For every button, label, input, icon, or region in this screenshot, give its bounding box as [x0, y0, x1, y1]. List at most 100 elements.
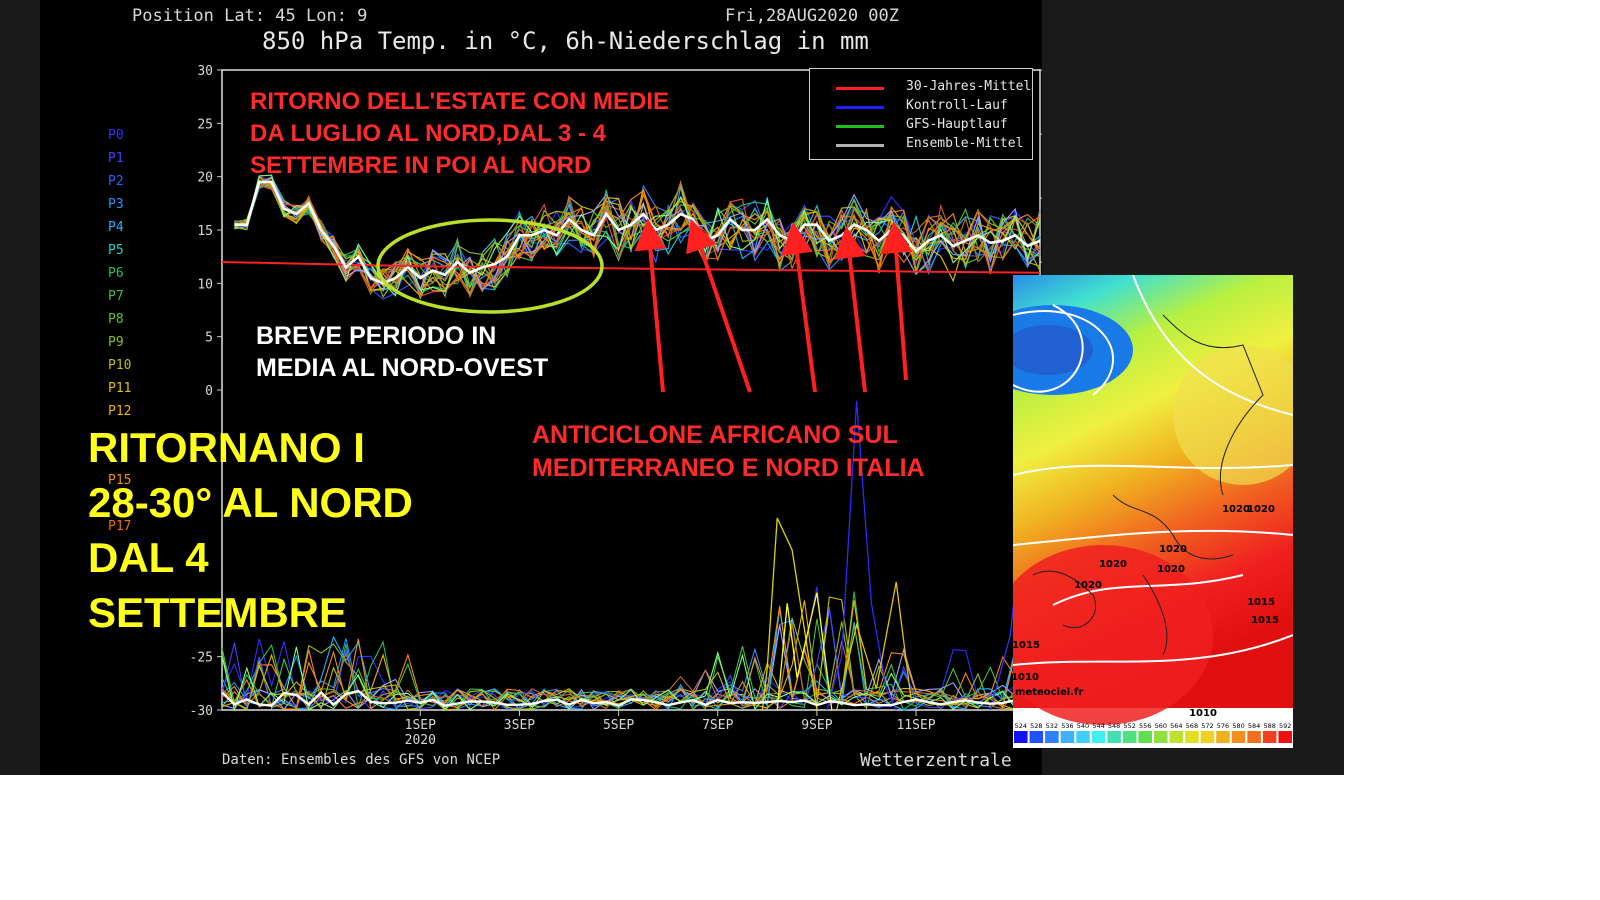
legend-label: Kontroll-Lauf	[906, 98, 1008, 113]
scale-label: 572	[1201, 722, 1213, 730]
legend-swatch	[836, 125, 884, 128]
x-tick-label: 11SEP	[896, 718, 935, 733]
scale-label: 580	[1232, 722, 1244, 730]
member-label: P2	[108, 174, 124, 189]
isobar-label: 1020	[1157, 564, 1185, 575]
scale-swatch	[1076, 731, 1090, 743]
isobar-label: 1020	[1074, 580, 1102, 591]
annotation-line: 28-30° AL NORD	[88, 479, 413, 526]
x-tick-label: 1SEP	[405, 718, 436, 733]
annotation-arrow	[634, 218, 667, 393]
coastline	[1032, 570, 1097, 629]
scale-label: 564	[1170, 722, 1182, 730]
isobar	[1012, 310, 1114, 396]
annotation-line: RITORNANO I	[88, 424, 365, 471]
run-date: Fri,28AUG2020 00Z	[725, 6, 899, 26]
coastline	[1112, 494, 1234, 560]
scale-swatch	[1138, 731, 1152, 743]
scale-label: 524	[1015, 722, 1027, 730]
precip-spike	[776, 592, 833, 711]
annotation-line: MEDITERRANEO E NORD ITALIA	[532, 454, 925, 482]
isobar-label: 1020	[1222, 504, 1250, 515]
y-tick-label: -25	[190, 651, 213, 666]
climatology-line	[221, 261, 1041, 274]
member-label: P3	[108, 197, 124, 212]
isobar-label: 1010	[1189, 708, 1217, 719]
y-tick-label: 10	[197, 277, 213, 292]
member-label: P9	[108, 335, 124, 350]
ensemble-member-line	[234, 177, 1041, 299]
scale-swatch	[1060, 731, 1075, 743]
legend-item: Kontroll-Lauf	[810, 98, 1032, 116]
chart-title: 850 hPa Temp. in °C, 6h-Niederschlag in …	[262, 27, 869, 55]
x-tick-label: 7SEP	[702, 718, 733, 733]
coastline	[1162, 314, 1264, 496]
scale-swatch	[1262, 731, 1277, 743]
y-tick-label: 20	[197, 171, 213, 186]
isobar	[1012, 634, 1294, 666]
annotation-line: ANTICICLONE AFRICANO SUL	[532, 421, 898, 449]
scale-label: 576	[1217, 722, 1229, 730]
scale-label: 544	[1092, 722, 1104, 730]
scale-swatch	[1185, 731, 1199, 743]
isobar	[1052, 574, 1244, 606]
y-tick-label: 0	[205, 384, 213, 399]
isobar-label: 1020	[1159, 544, 1187, 555]
scale-label: 528	[1030, 722, 1042, 730]
annotation-line: SETTEMBRE	[88, 589, 348, 636]
isobar	[1132, 274, 1294, 416]
map-graphic: 1020102010201020102010201015101510151010…	[973, 274, 1313, 743]
legend-swatch	[836, 106, 884, 109]
scale-swatch	[1154, 731, 1168, 743]
coastline	[1142, 574, 1168, 656]
scale-swatch	[1278, 731, 1292, 743]
scale-swatch	[1169, 731, 1184, 743]
legend-label: GFS-Hauptlauf	[906, 117, 1008, 132]
annotation-arrow	[880, 221, 913, 381]
x-tick-label: 5SEP	[603, 718, 634, 733]
isobar	[1012, 529, 1294, 546]
annotation-line: MEDIA AL NORD-OVEST	[256, 354, 549, 382]
member-label: P11	[108, 381, 132, 396]
member-label: P12	[108, 404, 132, 419]
scale-label: 584	[1248, 722, 1260, 730]
annotation-arrow	[686, 218, 752, 393]
member-label: P15	[108, 473, 132, 488]
annotation-temperatures: RITORNANO I 28-30° AL NORD DAL 4 SETTEMB…	[88, 420, 413, 640]
isobar	[1012, 464, 1294, 476]
precip-spike	[761, 517, 818, 711]
highlight-ellipse	[376, 218, 604, 314]
annotation-anticyclone: ANTICICLONE AFRICANO SUL MEDITERRANEO E …	[532, 419, 925, 485]
legend-swatch	[836, 87, 884, 90]
legend-swatch	[836, 144, 884, 147]
x-tick-label: 3SEP	[504, 718, 535, 733]
isobar-label: 1020	[1099, 559, 1127, 570]
position-readout: Position Lat: 45 Lon: 9	[132, 6, 368, 26]
scale-label: 532	[1046, 722, 1058, 730]
member-label: P0	[108, 128, 124, 143]
scale-label: 540	[1077, 722, 1089, 730]
scale-label: 536	[1061, 722, 1073, 730]
geopotential-map: 1020 1020 1020 1020 1020 1020 1015 1015 1015 1010…	[973, 274, 1313, 748]
scale-label: 568	[1186, 722, 1198, 730]
scale-swatch	[1045, 731, 1059, 743]
africa-field	[993, 545, 1213, 725]
annotation-arrow	[781, 222, 817, 393]
member-label: P10	[108, 358, 132, 373]
annotation-arrow	[833, 226, 867, 393]
y-tick-label: -30	[190, 704, 213, 719]
precip-spike	[836, 581, 912, 711]
annotation-line: DAL 4	[88, 534, 209, 581]
legend-item: 30-Jahres-Mittel	[810, 79, 1032, 97]
scale-swatch	[1122, 731, 1137, 743]
scale-swatch	[1231, 731, 1246, 743]
precip-member-line	[221, 646, 1041, 712]
y-tick-label: 15	[197, 224, 213, 239]
legend-item: GFS-Hauptlauf	[810, 117, 1032, 135]
scale-swatch	[1247, 731, 1261, 743]
annotation-line: BREVE PERIODO IN	[256, 322, 497, 350]
scale-swatch	[1029, 731, 1044, 743]
legend-label: Ensemble-Mittel	[906, 136, 1024, 151]
member-label: P7	[108, 289, 124, 304]
scale-swatch	[1216, 731, 1230, 743]
